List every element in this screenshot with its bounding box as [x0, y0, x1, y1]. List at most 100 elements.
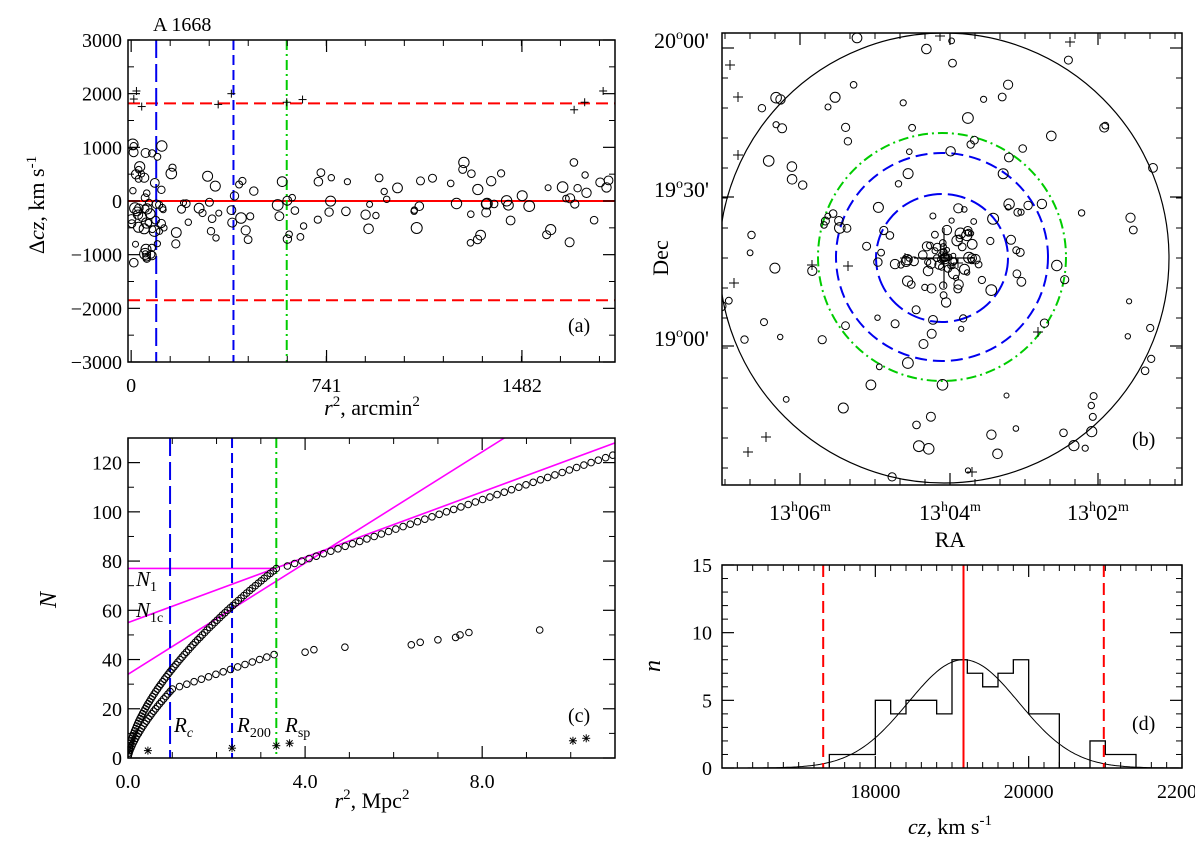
- c-point-all: [160, 675, 169, 684]
- b-galaxy: [1124, 333, 1132, 340]
- a-point: [140, 243, 152, 255]
- d-histogram: [828, 659, 1137, 768]
- b-galaxy: [1126, 298, 1133, 305]
- a-point: [168, 163, 177, 172]
- b-galaxy: [921, 43, 932, 55]
- a-point: [503, 199, 514, 211]
- a-point: [573, 184, 582, 193]
- c-point-all: [205, 623, 214, 632]
- a-point: [556, 181, 569, 193]
- panel-b-dec-labels: 20o00' 19o30' 19o00': [654, 28, 709, 351]
- a-point: [316, 168, 326, 178]
- c-point-members: [166, 687, 174, 696]
- b-galaxy: [986, 429, 997, 440]
- a-point: [446, 179, 455, 188]
- c-point-all: [580, 461, 588, 469]
- b-galaxy: [851, 33, 863, 44]
- c-point-all: [272, 564, 281, 573]
- b-galaxy: [970, 218, 978, 225]
- b-galaxy: [1018, 144, 1028, 153]
- b-galaxy: [842, 223, 852, 233]
- c-point-all: [298, 557, 306, 565]
- a-point: [366, 200, 374, 208]
- b-galaxy: [841, 122, 851, 133]
- c-point-all: [229, 601, 237, 610]
- c-ytick-label: 0: [112, 748, 122, 770]
- b-galaxy: [932, 242, 942, 252]
- c-point-members: [407, 641, 416, 649]
- b-galaxy: [962, 112, 974, 124]
- a-point: [153, 152, 162, 161]
- c-star: [569, 737, 577, 745]
- a-point: [157, 185, 166, 195]
- panel-a-title: A 1668: [153, 14, 211, 36]
- c-point-all: [609, 451, 615, 459]
- c-point-all: [334, 545, 342, 553]
- b-galaxy: [926, 283, 937, 294]
- b-galaxy: [1013, 208, 1023, 217]
- ra-label-1302: 13h02m: [1067, 500, 1129, 525]
- c-point-all: [536, 476, 545, 484]
- b-galaxy: [939, 281, 948, 290]
- c-point-members: [149, 707, 158, 716]
- b-galaxy: [837, 402, 849, 414]
- a-point: [165, 167, 178, 180]
- panel-d: 15 10 5 0 18000 20000 22000 (d) n cz, km s-1: [640, 555, 1195, 839]
- b-galaxy: [1012, 269, 1022, 279]
- c-point-all: [587, 458, 595, 467]
- b-galaxy: [953, 284, 963, 294]
- c-ytick-label: 120: [92, 453, 122, 475]
- b-galaxy: [1128, 225, 1138, 235]
- c-point-members: [241, 660, 249, 669]
- b-galaxy: [711, 289, 719, 297]
- c-point-all: [413, 517, 422, 526]
- a-point: [523, 200, 536, 213]
- a-point: [249, 186, 259, 196]
- d-xtick-label: 22000: [1157, 781, 1195, 803]
- b-galaxy: [918, 339, 929, 349]
- c-point-all: [529, 478, 538, 487]
- b-galaxy: [959, 263, 970, 275]
- b-galaxy: [901, 254, 913, 266]
- b-galaxy: [829, 91, 841, 103]
- d-ytick-label: 5: [702, 690, 712, 712]
- b-galaxy: [1059, 428, 1068, 438]
- a-point: [139, 247, 152, 260]
- b-galaxy: [1017, 208, 1025, 216]
- b-galaxy: [760, 318, 768, 327]
- c-point-members: [341, 643, 349, 652]
- b-galaxy: [911, 305, 921, 315]
- c-point-all: [305, 554, 313, 563]
- b-galaxy: [877, 248, 885, 257]
- c-point-all: [507, 485, 516, 494]
- b-galaxy: [977, 275, 987, 285]
- label-n1c: N1c: [135, 598, 163, 626]
- b-galaxy: [922, 443, 935, 455]
- a-ytick-label: 2000: [82, 84, 122, 106]
- c-point-all: [283, 562, 292, 570]
- panel-b-ticks: [722, 33, 1182, 485]
- a-xtick-label: 741: [312, 375, 342, 397]
- panel-b: (b) Dec RA 20o00' 19o30' 19o00' 13h06m 1…: [648, 28, 1183, 552]
- b-galaxy: [945, 253, 953, 261]
- c-point-all: [601, 453, 610, 462]
- c-point-all: [196, 633, 204, 642]
- a-point: [480, 198, 492, 210]
- a-point: [235, 212, 247, 224]
- b-galaxy: [1046, 130, 1057, 142]
- a-point: [486, 176, 497, 187]
- a-point: [202, 170, 214, 182]
- c-point-all: [182, 648, 191, 657]
- c-point-all: [218, 611, 226, 620]
- b-galaxy: [1089, 392, 1098, 401]
- b-galaxy: [875, 363, 883, 371]
- b-galaxy: [921, 283, 929, 291]
- a-point: [227, 217, 238, 228]
- b-galaxy: [865, 379, 877, 391]
- a-ytick-label: 1000: [82, 137, 122, 159]
- c-point-members: [204, 673, 213, 681]
- b-galaxy: [992, 448, 1003, 460]
- c-point-members: [310, 645, 318, 654]
